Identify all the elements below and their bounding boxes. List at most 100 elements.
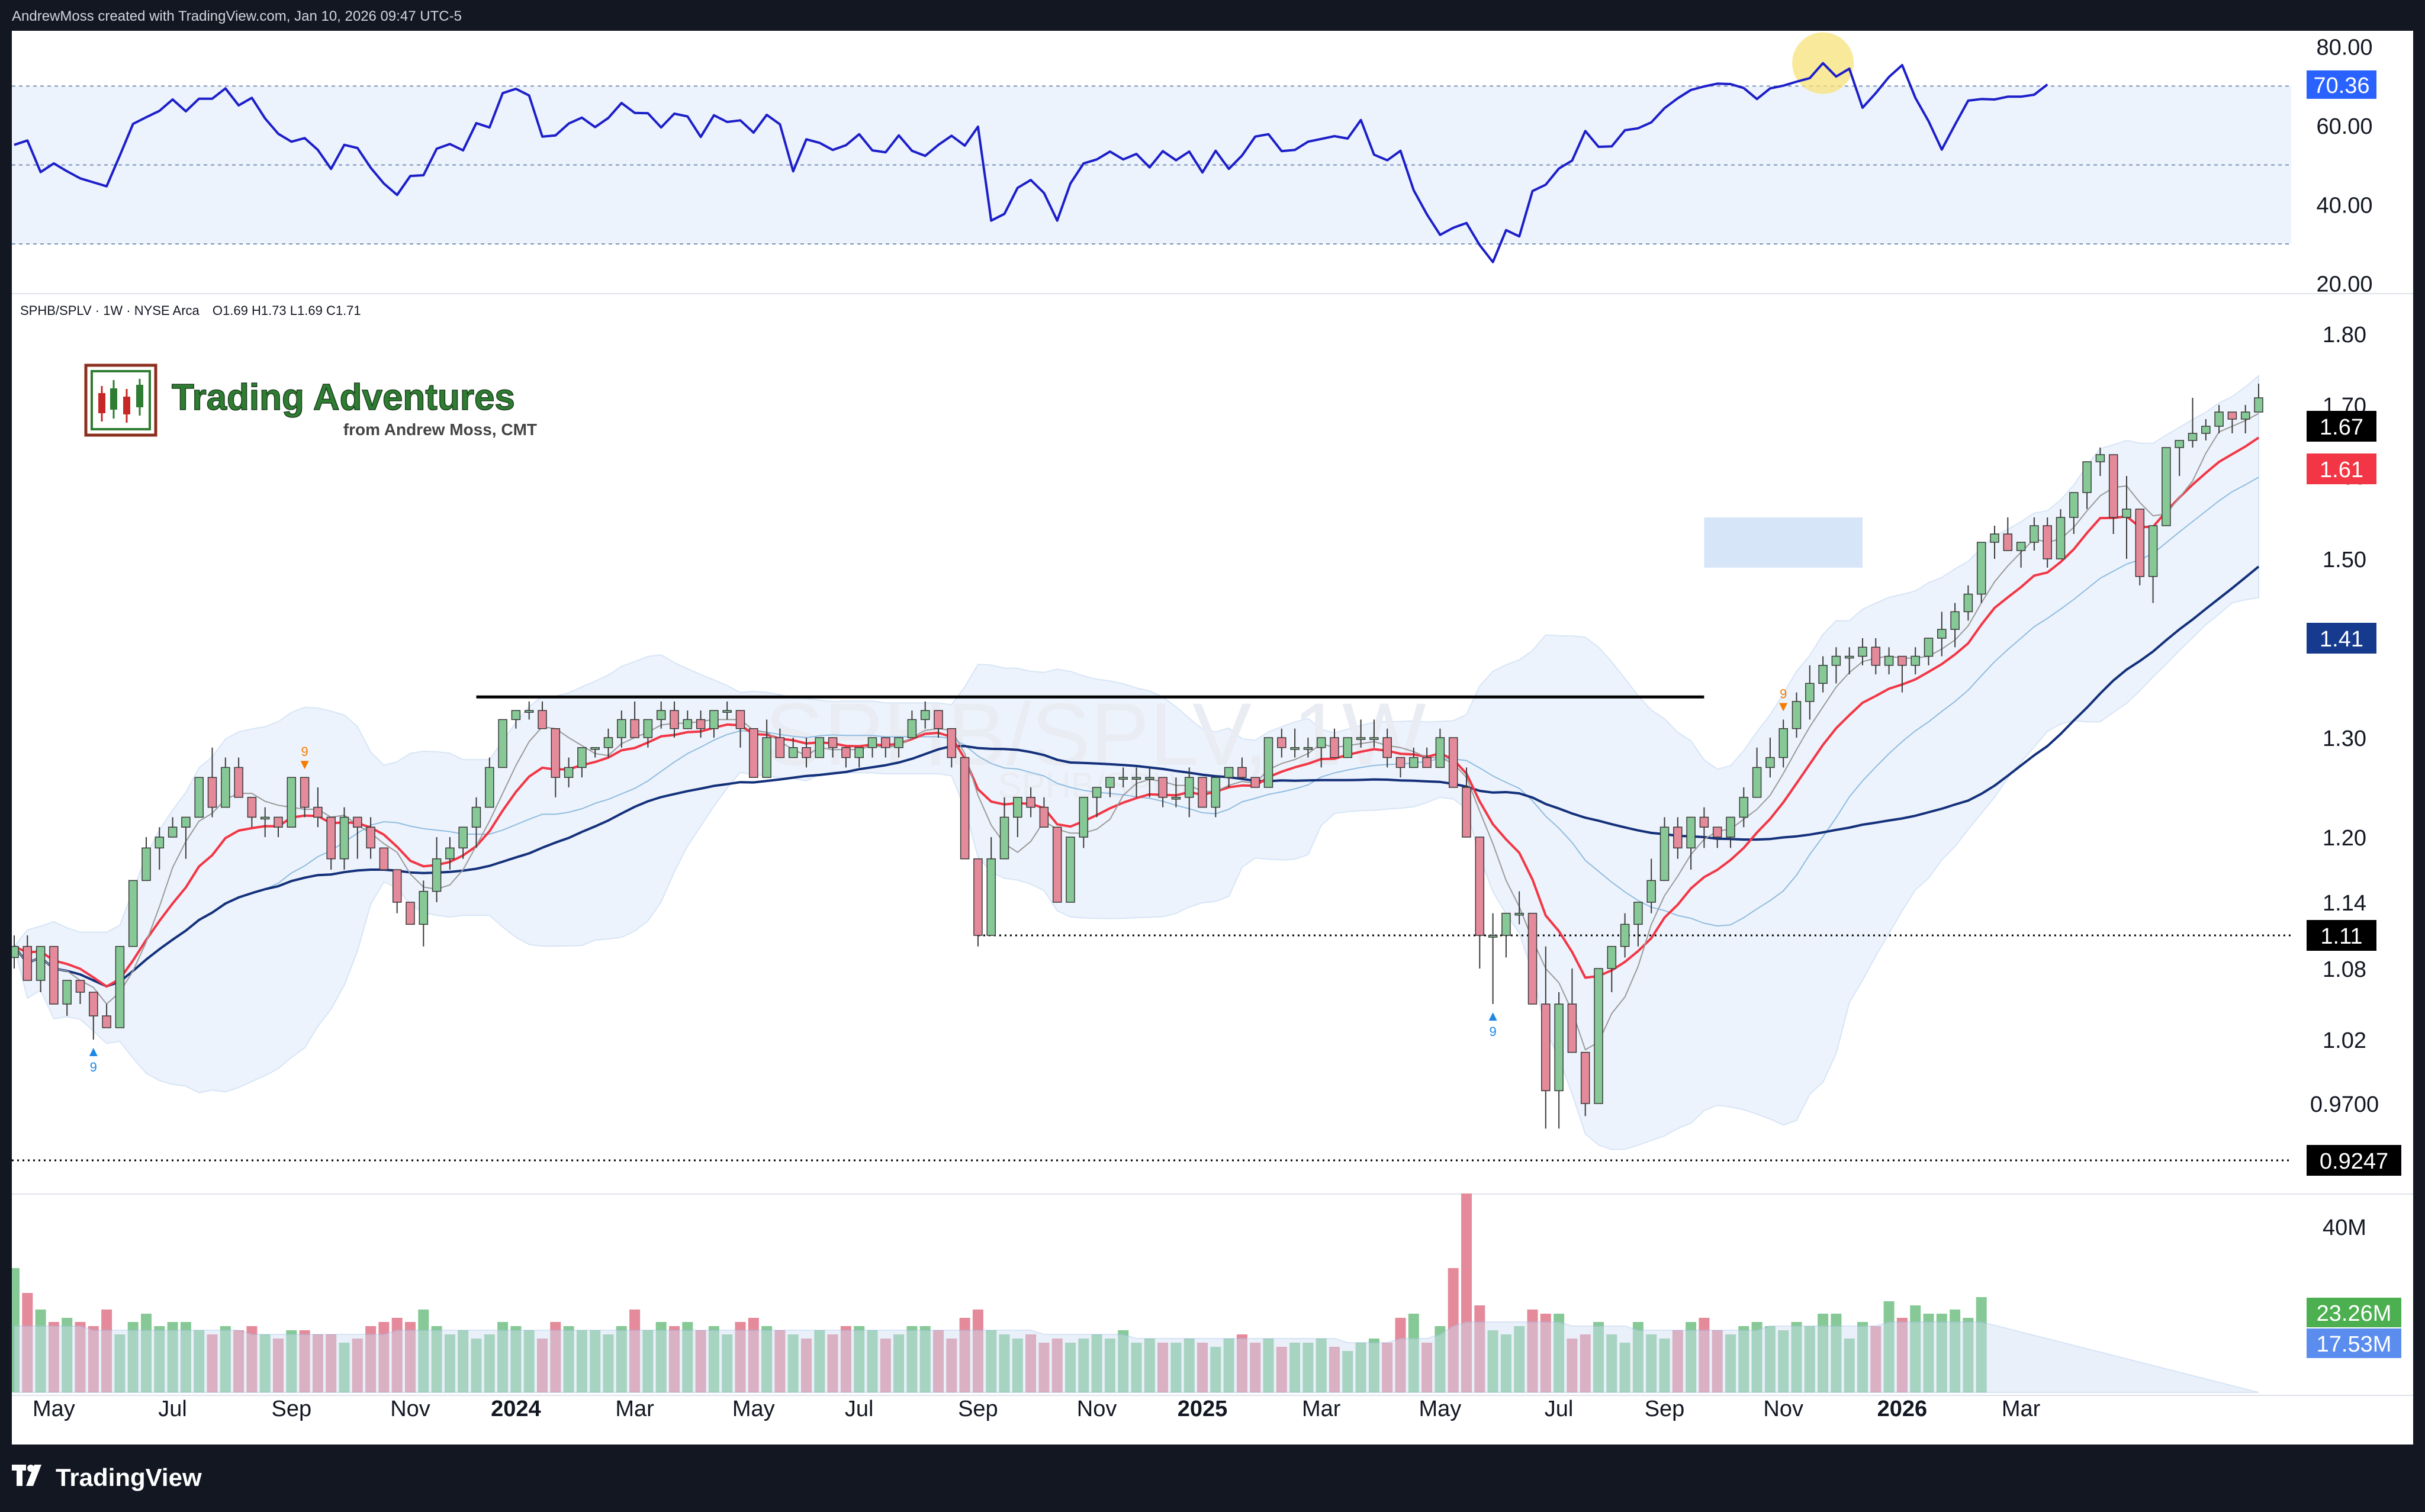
candle[interactable] xyxy=(1250,777,1260,788)
candle[interactable] xyxy=(2030,517,2039,551)
volume-bar[interactable] xyxy=(220,1326,231,1392)
volume-bar[interactable] xyxy=(1329,1347,1340,1392)
candle[interactable] xyxy=(1026,787,1035,818)
candle[interactable] xyxy=(89,992,98,1040)
candle[interactable] xyxy=(617,710,626,748)
volume-bar[interactable] xyxy=(537,1339,548,1392)
volume-bar[interactable] xyxy=(1818,1314,1829,1392)
candle[interactable] xyxy=(735,710,745,748)
candle[interactable] xyxy=(1620,913,1630,958)
volume-bar[interactable] xyxy=(735,1322,746,1392)
candle[interactable] xyxy=(1237,757,1247,778)
candle[interactable] xyxy=(973,858,983,947)
volume-bar[interactable] xyxy=(1078,1339,1089,1392)
volume-bar[interactable] xyxy=(708,1326,719,1392)
volume-bar[interactable] xyxy=(933,1330,944,1392)
volume-bar[interactable] xyxy=(339,1343,350,1392)
candle[interactable] xyxy=(2108,454,2118,534)
volume-bar[interactable] xyxy=(603,1334,614,1392)
volume-bar[interactable] xyxy=(431,1326,442,1392)
volume-bar[interactable] xyxy=(774,1330,786,1392)
volume-bar[interactable] xyxy=(1632,1322,1644,1392)
volume-bar[interactable] xyxy=(1870,1326,1882,1392)
candle[interactable] xyxy=(709,710,719,738)
volume-bar[interactable] xyxy=(867,1330,878,1392)
candle[interactable] xyxy=(102,1004,111,1028)
volume-bar[interactable] xyxy=(35,1310,46,1392)
volume-bar[interactable] xyxy=(259,1334,271,1392)
candle[interactable] xyxy=(1884,647,1894,675)
candle[interactable] xyxy=(1145,767,1154,797)
candle[interactable] xyxy=(538,701,547,729)
volume-bar[interactable] xyxy=(484,1334,495,1392)
volume-bar[interactable] xyxy=(1038,1343,1050,1392)
volume-bar[interactable] xyxy=(1857,1322,1868,1392)
candle[interactable] xyxy=(287,777,297,828)
candle[interactable] xyxy=(1184,767,1194,818)
candle[interactable] xyxy=(1382,728,1392,768)
candle[interactable] xyxy=(1501,912,1511,958)
candle[interactable] xyxy=(524,701,534,720)
candle[interactable] xyxy=(1646,858,1656,913)
candle[interactable] xyxy=(1066,837,1075,903)
candle[interactable] xyxy=(670,701,679,738)
volume-bar[interactable] xyxy=(787,1334,799,1392)
symbol-legend[interactable]: SPHB/SPLV · 1W · NYSE Arca O1.69 H1.73 L… xyxy=(20,303,361,318)
candle[interactable] xyxy=(551,728,561,797)
volume-bar[interactable] xyxy=(1395,1318,1406,1392)
candle[interactable] xyxy=(1976,542,1986,603)
volume-bar[interactable] xyxy=(1342,1351,1353,1392)
volume-bar[interactable] xyxy=(1725,1334,1736,1392)
candle[interactable] xyxy=(141,837,151,882)
volume-bar[interactable] xyxy=(854,1326,865,1392)
volume-bar[interactable] xyxy=(207,1334,218,1392)
candle[interactable] xyxy=(2016,542,2026,568)
candle[interactable] xyxy=(1567,969,1577,1053)
volume-bar[interactable] xyxy=(722,1334,733,1392)
candle[interactable] xyxy=(511,710,521,729)
volume-bar[interactable] xyxy=(378,1322,390,1392)
volume-bar[interactable] xyxy=(1091,1334,1102,1392)
candle[interactable] xyxy=(1488,913,1498,1004)
volume-bar[interactable] xyxy=(1368,1339,1379,1392)
volume-bar[interactable] xyxy=(880,1339,891,1392)
candle[interactable] xyxy=(1198,777,1207,808)
volume-bar[interactable] xyxy=(1659,1339,1670,1392)
volume-bar[interactable] xyxy=(75,1322,86,1392)
volume-bar[interactable] xyxy=(471,1339,482,1392)
candle[interactable] xyxy=(247,797,257,828)
volume-bar[interactable] xyxy=(1738,1326,1749,1392)
candle[interactable] xyxy=(920,701,930,729)
candle[interactable] xyxy=(749,728,758,778)
volume-panel[interactable] xyxy=(9,1193,2259,1393)
volume-bar[interactable] xyxy=(352,1339,363,1392)
volume-bar[interactable] xyxy=(682,1322,693,1392)
volume-bar[interactable] xyxy=(1157,1343,1169,1392)
candle[interactable] xyxy=(2214,405,2224,433)
candle[interactable] xyxy=(419,880,429,947)
candle[interactable] xyxy=(1462,767,1471,838)
candle[interactable] xyxy=(9,935,19,969)
volume-bar[interactable] xyxy=(695,1330,706,1392)
volume-bar[interactable] xyxy=(1672,1330,1683,1392)
volume-bar[interactable] xyxy=(840,1326,851,1392)
candle[interactable] xyxy=(564,757,574,787)
candle[interactable] xyxy=(2069,492,2079,534)
volume-bar[interactable] xyxy=(1289,1343,1301,1392)
volume-bar[interactable] xyxy=(180,1322,191,1392)
volume-bar[interactable] xyxy=(1976,1297,1987,1392)
rsi-panel[interactable] xyxy=(12,32,2291,263)
volume-bar[interactable] xyxy=(1263,1339,1274,1392)
volume-bar[interactable] xyxy=(299,1330,310,1392)
candle[interactable] xyxy=(1435,728,1445,768)
candle[interactable] xyxy=(1673,817,1683,859)
volume-bar[interactable] xyxy=(1567,1339,1578,1392)
candle[interactable] xyxy=(775,728,785,758)
volume-bar[interactable] xyxy=(127,1322,139,1392)
candle[interactable] xyxy=(432,837,442,902)
candle[interactable] xyxy=(643,719,653,748)
candle[interactable] xyxy=(485,757,494,808)
candle[interactable] xyxy=(986,837,996,936)
